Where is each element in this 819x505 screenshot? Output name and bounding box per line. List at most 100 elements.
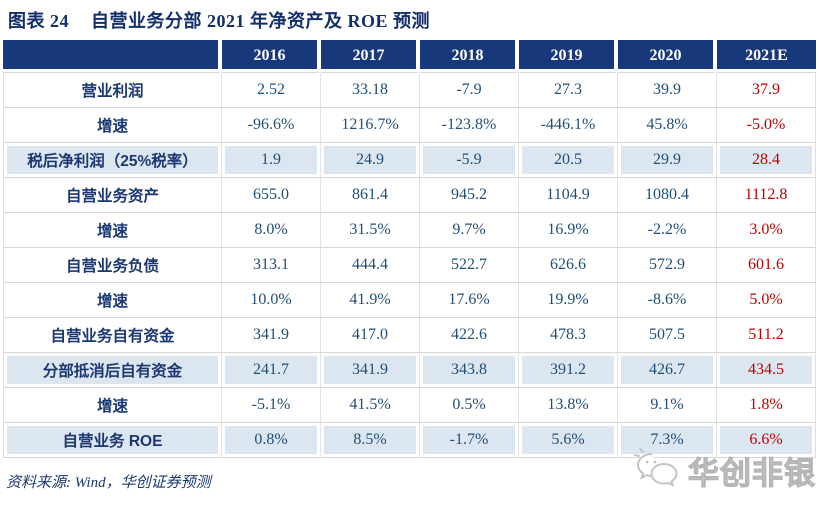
year-header-2018: 2018: [420, 40, 519, 73]
cell-value: 8.0%: [222, 213, 321, 248]
cell-value: 626.6: [519, 248, 618, 283]
year-header-2019: 2019: [519, 40, 618, 73]
cell-value: 341.9: [321, 353, 420, 388]
cell-value: 1112.8: [717, 178, 816, 213]
cell-value: -5.0%: [717, 108, 816, 143]
row-label: 税后净利润（25%税率）: [3, 143, 222, 178]
cell-value: 9.7%: [420, 213, 519, 248]
cell-value: 241.7: [222, 353, 321, 388]
cell-value: -7.9: [420, 73, 519, 108]
cell-value: -2.2%: [618, 213, 717, 248]
cell-value: 10.0%: [222, 283, 321, 318]
cell-value: -446.1%: [519, 108, 618, 143]
row-label: 增速: [3, 213, 222, 248]
cell-value: 2.52: [222, 73, 321, 108]
cell-value: 41.9%: [321, 283, 420, 318]
table-row: 营业利润 2.52 33.18 -7.9 27.3 39.9 37.9: [3, 73, 816, 108]
cell-value: 5.0%: [717, 283, 816, 318]
cell-value: 17.6%: [420, 283, 519, 318]
cell-value: 434.5: [717, 353, 816, 388]
figure-number: 图表 24: [8, 11, 69, 31]
cell-value: 0.8%: [222, 423, 321, 458]
row-label: 分部抵消后自有资金: [3, 353, 222, 388]
table-row: 自营业务自有资金 341.9 417.0 422.6 478.3 507.5 511.2: [3, 318, 816, 353]
cell-value: 1104.9: [519, 178, 618, 213]
table-row: 自营业务 ROE 0.8% 8.5% -1.7% 5.6% 7.3% 6.6%: [3, 423, 816, 458]
cell-value: 422.6: [420, 318, 519, 353]
row-label: 增速: [3, 283, 222, 318]
table-header-row: 2016 2017 2018 2019 2020 2021E: [3, 40, 816, 73]
cell-value: 861.4: [321, 178, 420, 213]
row-label: 营业利润: [3, 73, 222, 108]
row-label: 自营业务资产: [3, 178, 222, 213]
table-header: 2016 2017 2018 2019 2020 2021E: [3, 40, 816, 73]
cell-value: 7.3%: [618, 423, 717, 458]
year-header-2016: 2016: [222, 40, 321, 73]
cell-value: 1080.4: [618, 178, 717, 213]
cell-value: 16.9%: [519, 213, 618, 248]
cell-value: 33.18: [321, 73, 420, 108]
cell-value: 426.7: [618, 353, 717, 388]
year-header-2021E: 2021E: [717, 40, 816, 73]
table-row: 税后净利润（25%税率） 1.9 24.9 -5.9 20.5 29.9 28.4: [3, 143, 816, 178]
forecast-table: 2016 2017 2018 2019 2020 2021E 营业利润 2.52 33.18-…: [3, 40, 816, 458]
cell-value: 1.8%: [717, 388, 816, 423]
cell-value: -5.9: [420, 143, 519, 178]
cell-value: 522.7: [420, 248, 519, 283]
table-row: 增速 10.0% 41.9% 17.6% 19.9% -8.6% 5.0%: [3, 283, 816, 318]
cell-value: 507.5: [618, 318, 717, 353]
cell-value: 0.5%: [420, 388, 519, 423]
cell-value: 391.2: [519, 353, 618, 388]
cell-value: 24.9: [321, 143, 420, 178]
cell-value: 29.9: [618, 143, 717, 178]
cell-value: 572.9: [618, 248, 717, 283]
cell-value: -96.6%: [222, 108, 321, 143]
year-header-2020: 2020: [618, 40, 717, 73]
cell-value: 313.1: [222, 248, 321, 283]
cell-value: 478.3: [519, 318, 618, 353]
cell-value: 3.0%: [717, 213, 816, 248]
cell-value: 39.9: [618, 73, 717, 108]
year-header-2017: 2017: [321, 40, 420, 73]
cell-value: 28.4: [717, 143, 816, 178]
cell-value: 31.5%: [321, 213, 420, 248]
cell-value: 27.3: [519, 73, 618, 108]
cell-value: 444.4: [321, 248, 420, 283]
cell-value: 41.5%: [321, 388, 420, 423]
row-label: 自营业务 ROE: [3, 423, 222, 458]
cell-value: 6.6%: [717, 423, 816, 458]
table-row: 增速 8.0% 31.5% 9.7% 16.9% -2.2% 3.0%: [3, 213, 816, 248]
row-label: 增速: [3, 108, 222, 143]
row-label: 自营业务负债: [3, 248, 222, 283]
cell-value: 343.8: [420, 353, 519, 388]
cell-value: 601.6: [717, 248, 816, 283]
table-row: 自营业务负债 313.1 444.4 522.7 626.6 572.9 601.6: [3, 248, 816, 283]
cell-value: -123.8%: [420, 108, 519, 143]
cell-value: 19.9%: [519, 283, 618, 318]
figure-title-text: 自营业务分部 2021 年净资产及 ROE 预测: [91, 11, 431, 31]
cell-value: 45.8%: [618, 108, 717, 143]
cell-value: -1.7%: [420, 423, 519, 458]
cell-value: 37.9: [717, 73, 816, 108]
table-row: 增速 -96.6% 1216.7% -123.8% -446.1% 45.8% -5.0%: [3, 108, 816, 143]
cell-value: 655.0: [222, 178, 321, 213]
cell-value: 1.9: [222, 143, 321, 178]
cell-value: -8.6%: [618, 283, 717, 318]
data-source-note: 资料来源: Wind，华创证券预测: [6, 475, 211, 491]
row-label: 增速: [3, 388, 222, 423]
cell-value: 341.9: [222, 318, 321, 353]
cell-value: 1216.7%: [321, 108, 420, 143]
table-row: 自营业务资产 655.0 861.4 945.2 1104.9 1080.4 1112.8: [3, 178, 816, 213]
cell-value: 417.0: [321, 318, 420, 353]
table-body: 营业利润 2.52 33.18 -7.9 27.3 39.9 37.9 增速 -96.6% 121…: [3, 73, 816, 458]
cell-value: 20.5: [519, 143, 618, 178]
cell-value: 511.2: [717, 318, 816, 353]
cell-value: 8.5%: [321, 423, 420, 458]
table-row: 增速 -5.1% 41.5% 0.5% 13.8% 9.1% 1.8%: [3, 388, 816, 423]
cell-value: 13.8%: [519, 388, 618, 423]
cell-value: 945.2: [420, 178, 519, 213]
corner-cell: [3, 40, 222, 73]
figure-title: 图表 24 自营业务分部 2021 年净资产及 ROE 预测: [0, 0, 819, 40]
cell-value: 9.1%: [618, 388, 717, 423]
cell-value: -5.1%: [222, 388, 321, 423]
